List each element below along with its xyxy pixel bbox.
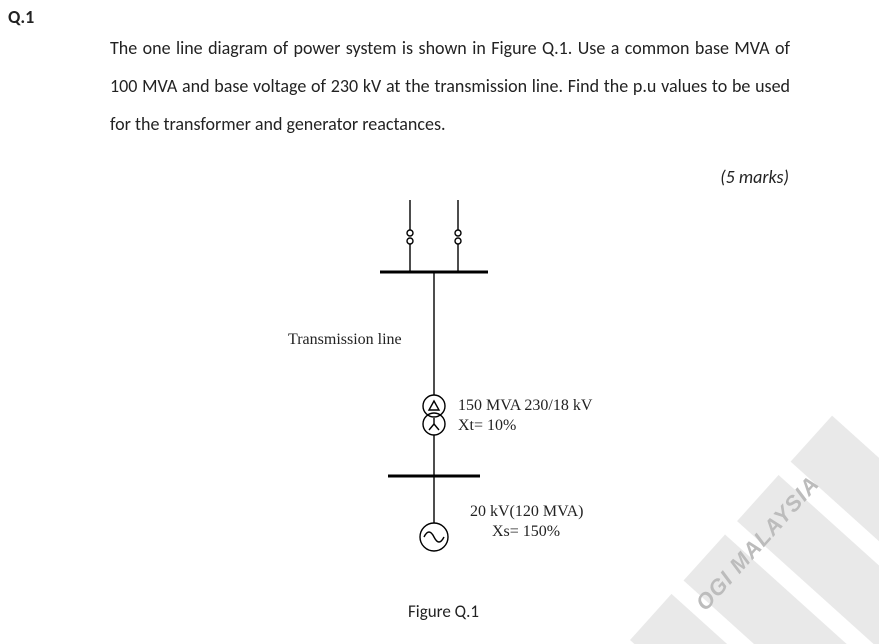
question-marks: (5 marks) — [720, 166, 789, 188]
transformer-rating: 150 MVA 230/18 kV — [458, 396, 592, 416]
one-line-diagram: Transmission line 150 MVA 230/18 kV Xt= … — [280, 200, 700, 630]
transmission-line-label: Transmission line — [288, 330, 402, 350]
watermark-text: OGI MALAYSIA — [691, 471, 825, 616]
question-label: Q.1 — [8, 6, 34, 28]
generator-reactance: Xs= 150% — [492, 522, 560, 542]
question-text: The one line diagram of power system is … — [110, 30, 790, 143]
generator-rating: 20 kV(120 MVA) — [470, 502, 583, 522]
figure-caption: Figure Q.1 — [408, 601, 479, 622]
transformer-reactance: Xt= 10% — [458, 416, 516, 436]
